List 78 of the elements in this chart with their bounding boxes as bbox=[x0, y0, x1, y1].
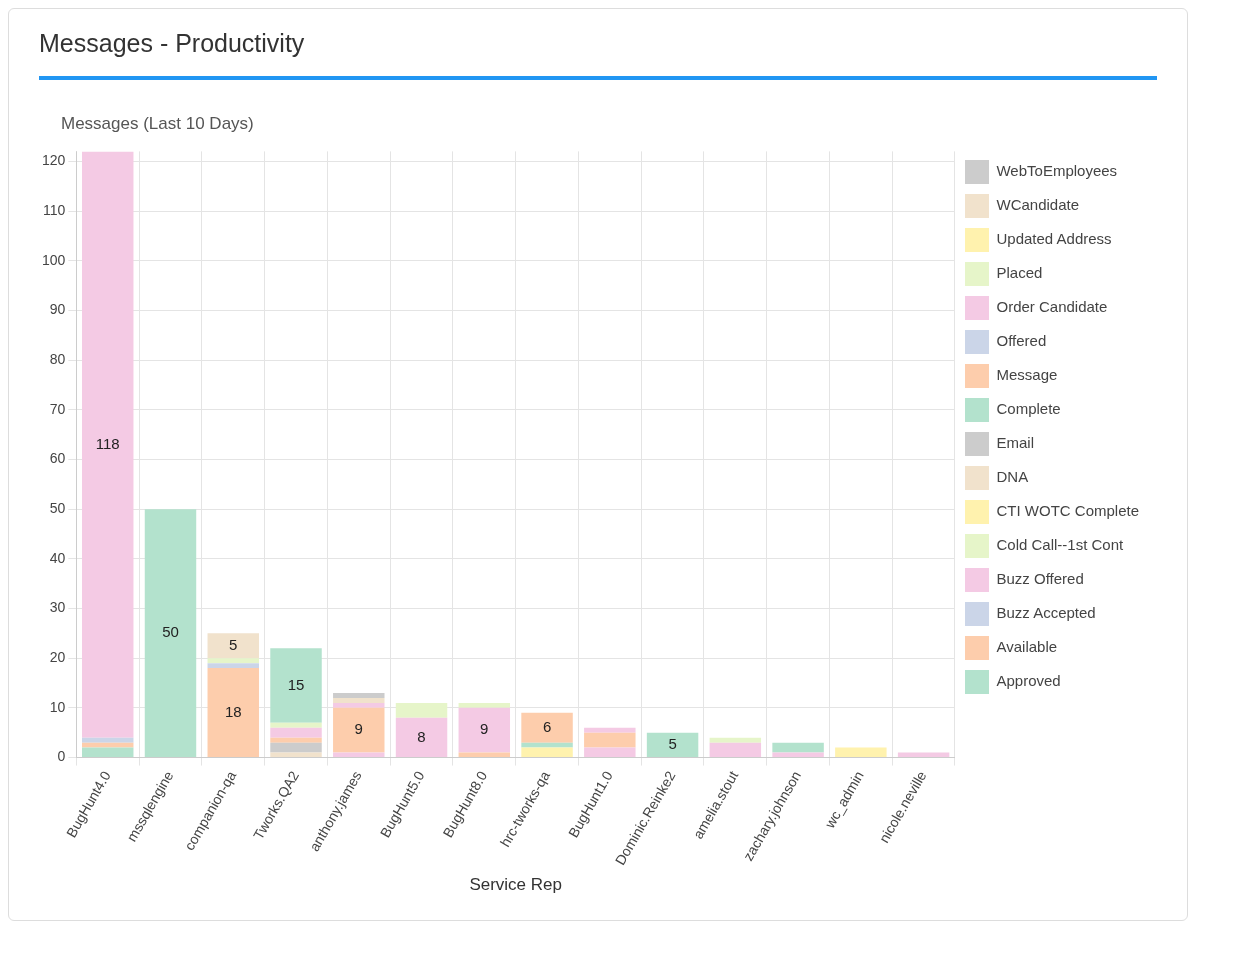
bar bbox=[207, 658, 259, 664]
legend-label: Email bbox=[996, 434, 1034, 452]
bar bbox=[646, 732, 699, 758]
bar bbox=[270, 752, 322, 758]
bar bbox=[521, 747, 573, 758]
legend-label: CTI WOTC Complete bbox=[996, 502, 1139, 520]
bar bbox=[458, 702, 511, 708]
y-tick-label: 20 bbox=[49, 649, 66, 666]
bar bbox=[270, 722, 322, 728]
data-label: 5 bbox=[668, 735, 677, 753]
y-tick-label: 10 bbox=[49, 698, 66, 715]
bar bbox=[82, 747, 134, 758]
bar bbox=[207, 633, 259, 659]
bar bbox=[82, 742, 134, 748]
data-label: 9 bbox=[480, 720, 489, 738]
bar bbox=[772, 742, 824, 753]
bar bbox=[458, 707, 511, 753]
y-tick-label: 110 bbox=[43, 201, 66, 218]
data-label: 50 bbox=[162, 623, 179, 641]
chart-subtitle: Messages (Last 10 Days) bbox=[61, 114, 255, 134]
bar bbox=[333, 702, 385, 708]
legend-label: Buzz Offered bbox=[996, 570, 1084, 588]
data-label: 9 bbox=[354, 720, 363, 738]
bar bbox=[709, 737, 762, 743]
y-tick-label: 80 bbox=[49, 350, 66, 367]
data-label: 5 bbox=[229, 635, 238, 653]
legend-label: Order Candidate bbox=[996, 298, 1108, 316]
data-label: 6 bbox=[542, 717, 552, 735]
legend-label: WebToEmployees bbox=[996, 162, 1118, 180]
y-tick-label: 90 bbox=[49, 301, 66, 318]
bar bbox=[333, 697, 385, 703]
bar bbox=[270, 737, 322, 743]
legend-label: Placed bbox=[996, 264, 1043, 282]
legend-label: Offered bbox=[996, 332, 1047, 350]
data-label: 15 bbox=[287, 675, 305, 693]
bar bbox=[395, 717, 448, 758]
legend-label: Updated Address bbox=[996, 230, 1112, 248]
legend-label: Message bbox=[996, 366, 1058, 384]
bar bbox=[82, 737, 134, 743]
y-tick-label: 120 bbox=[42, 152, 66, 169]
bar bbox=[584, 747, 636, 758]
data-label: 118 bbox=[95, 434, 120, 452]
bar bbox=[207, 668, 259, 758]
bar bbox=[333, 752, 385, 758]
legend-label: Complete bbox=[996, 400, 1061, 418]
bar bbox=[207, 663, 259, 669]
legend-label: WCandidate bbox=[996, 196, 1080, 214]
bar bbox=[584, 727, 636, 733]
bar bbox=[772, 752, 824, 758]
bar bbox=[270, 648, 322, 723]
data-label: 8 bbox=[417, 727, 426, 745]
legend-label: Approved bbox=[996, 672, 1061, 690]
legend-label: Buzz Accepted bbox=[996, 604, 1096, 622]
y-tick-label: 40 bbox=[49, 549, 66, 566]
bar bbox=[709, 742, 762, 758]
bar bbox=[144, 509, 197, 758]
bar bbox=[521, 742, 573, 748]
bar bbox=[333, 692, 385, 698]
data-label: 18 bbox=[224, 702, 242, 720]
y-tick-label: 0 bbox=[57, 748, 66, 765]
x-axis-title: Service Rep bbox=[469, 875, 562, 895]
y-tick-label: 50 bbox=[49, 499, 66, 516]
bar bbox=[835, 747, 887, 758]
legend-label: Available bbox=[996, 638, 1058, 656]
y-tick-label: 100 bbox=[42, 251, 66, 268]
bar bbox=[584, 732, 636, 748]
y-tick-label: 60 bbox=[49, 450, 66, 467]
bar bbox=[521, 712, 573, 743]
bar bbox=[270, 742, 322, 753]
y-tick-label: 70 bbox=[49, 400, 66, 417]
bar bbox=[333, 707, 385, 753]
bar bbox=[270, 727, 322, 738]
legend-label: Cold Call--1st Cont bbox=[996, 536, 1125, 554]
bar bbox=[395, 702, 448, 718]
legend-label: DNA bbox=[996, 468, 1029, 486]
y-tick-label: 30 bbox=[49, 599, 66, 616]
chart-title: Messages - Productivity bbox=[39, 29, 1157, 80]
bar bbox=[82, 151, 134, 738]
